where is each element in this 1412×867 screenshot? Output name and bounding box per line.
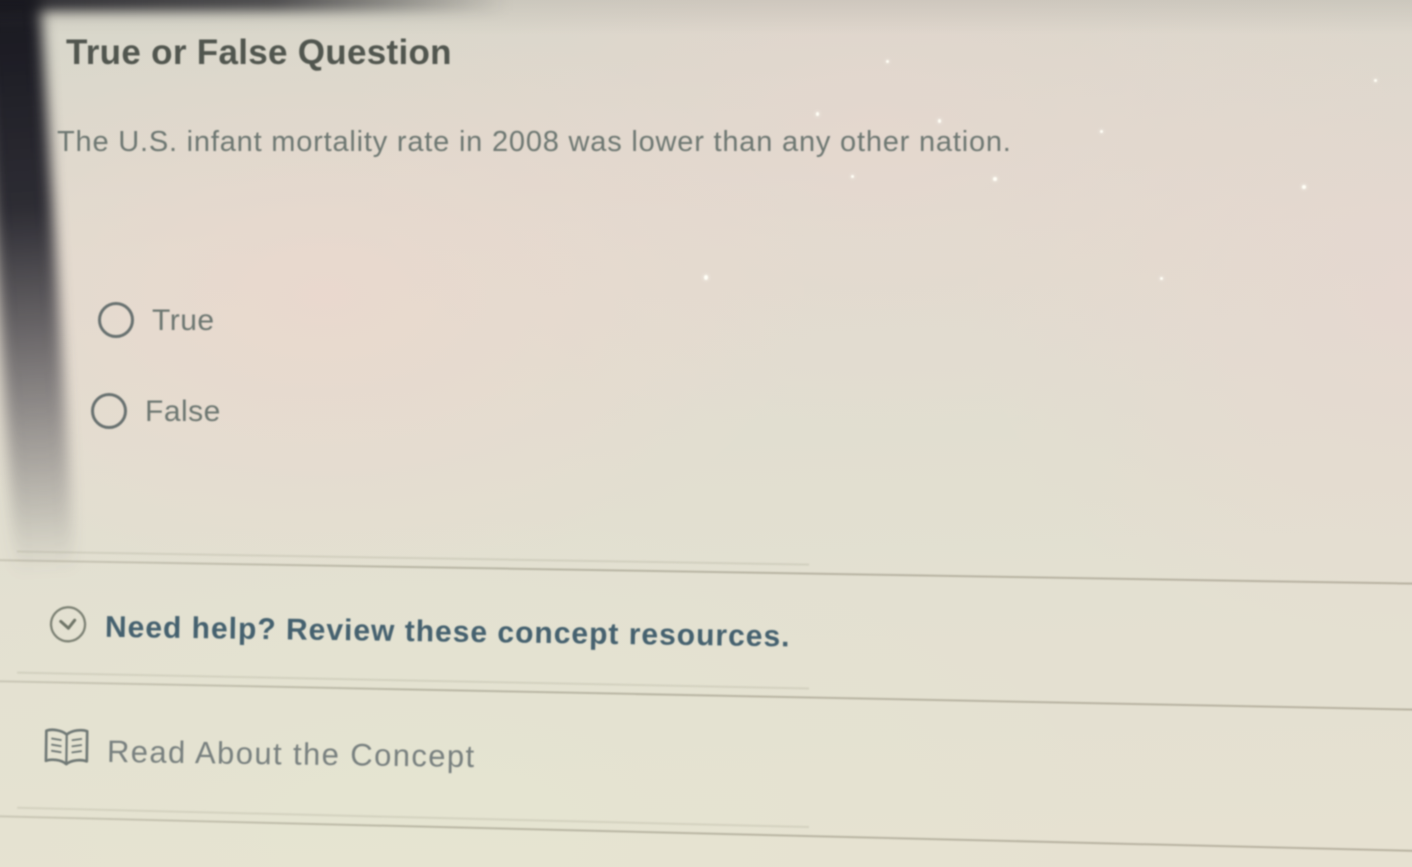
radio-true[interactable] <box>98 302 134 338</box>
radio-false[interactable] <box>91 393 127 429</box>
dust-speck <box>1302 185 1306 189</box>
dust-speck <box>816 112 819 116</box>
dust-speck <box>1100 130 1103 133</box>
page-title: True or False Question <box>66 33 452 72</box>
dust-speck <box>938 119 941 123</box>
dust-speck <box>993 177 997 181</box>
divider <box>0 815 1412 853</box>
need-help-label: Need help? Review these concept resource… <box>104 610 791 653</box>
read-about-concept-link[interactable]: Read About the Concept <box>42 727 476 781</box>
dust-speck <box>886 60 889 63</box>
book-icon <box>42 727 92 776</box>
divider <box>0 559 1412 585</box>
option-label-true: True <box>152 304 215 337</box>
chevron-down-circle-icon[interactable] <box>48 604 89 650</box>
dust-speck <box>704 275 708 280</box>
divider <box>0 680 1412 711</box>
read-about-concept-label: Read About the Concept <box>106 733 476 775</box>
option-row-true[interactable]: True <box>98 302 215 338</box>
need-help-toggle[interactable]: Need help? Review these concept resource… <box>48 604 791 659</box>
dust-speck <box>1160 277 1163 280</box>
dust-speck <box>851 175 854 178</box>
dust-speck <box>1374 79 1377 82</box>
photo-dark-edge-top <box>0 0 508 11</box>
option-label-false: False <box>145 395 221 428</box>
question-text: The U.S. infant mortality rate in 2008 w… <box>57 126 1012 158</box>
option-row-false[interactable]: False <box>91 393 221 429</box>
